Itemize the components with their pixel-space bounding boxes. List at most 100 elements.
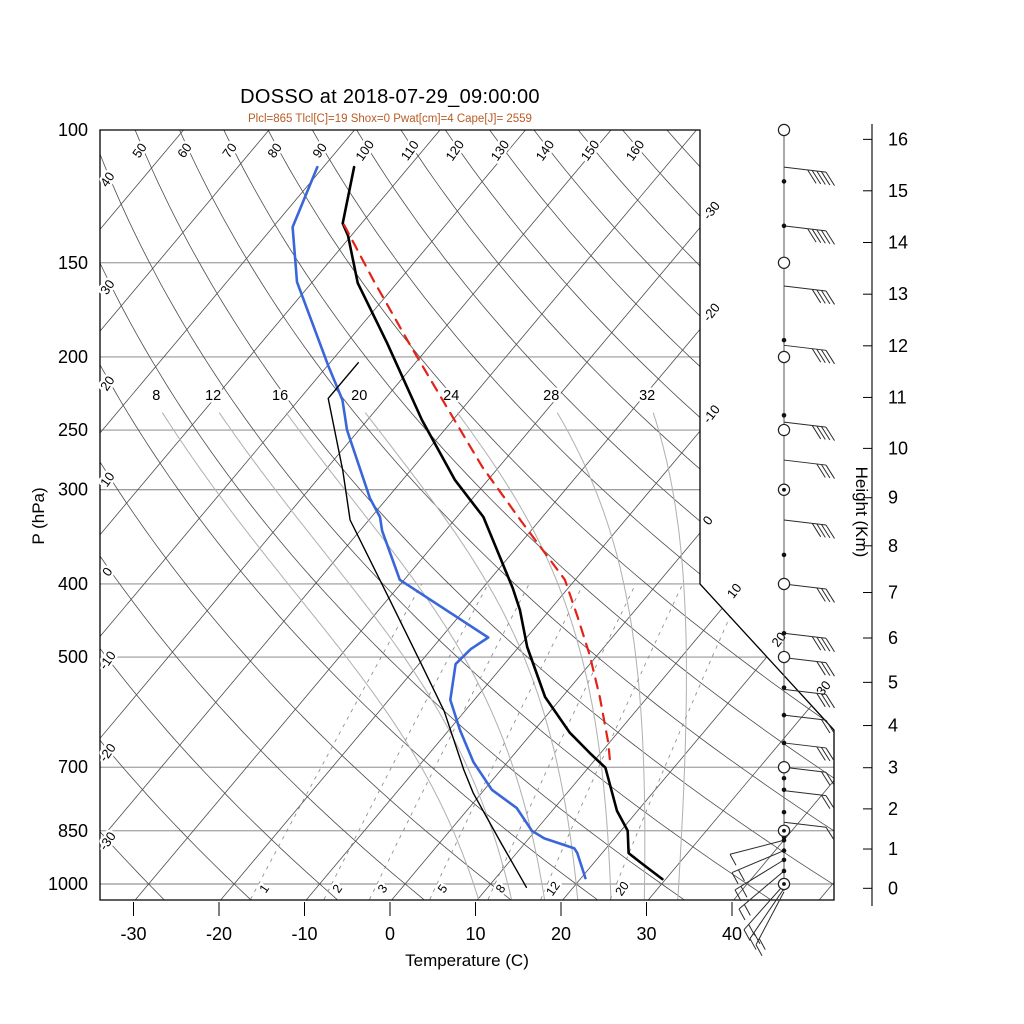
pressure-tick-label: 100 <box>58 120 88 140</box>
line-label: 20 <box>768 629 789 650</box>
sounding-curves <box>291 165 664 888</box>
wind-barb <box>783 459 835 479</box>
height-tick-label: 2 <box>888 799 898 819</box>
line-label: 12 <box>543 879 562 898</box>
page-title: DOSSO at 2018-07-29_09:00:00 <box>240 86 540 108</box>
line-label: 0 <box>700 513 716 528</box>
pressure-grid-lines <box>100 130 834 885</box>
moist-adiabat-label: 32 <box>639 388 655 404</box>
wind-barb-surface <box>749 888 785 950</box>
line-label: 60 <box>174 140 195 160</box>
height-tick-label: 4 <box>888 716 898 736</box>
axes: P (hPa) Temperature (C) Height (Km) 1001… <box>29 120 908 970</box>
temperature-tick-label: 0 <box>385 924 395 944</box>
height-tick-label: 13 <box>888 284 908 304</box>
aux_thin_black_curve-curve <box>327 362 528 888</box>
line-label: -10 <box>700 402 723 426</box>
wind-barb <box>783 657 835 677</box>
mixing-ratio-lines <box>250 583 745 900</box>
pressure-tick-label: 400 <box>58 574 88 594</box>
wind-barb <box>783 421 835 441</box>
dewpoint-curve <box>291 165 587 880</box>
wind-barb <box>783 225 835 245</box>
wind-barb <box>783 766 835 786</box>
wind-barb-surface <box>734 859 785 902</box>
wind-barb <box>783 285 835 305</box>
line-label: 140 <box>533 137 558 163</box>
wind-barb <box>783 688 835 709</box>
line-label: 150 <box>578 137 603 163</box>
wind-barb <box>783 714 835 734</box>
height-tick-label: 1 <box>888 839 898 859</box>
pressure-tick-label: 1000 <box>48 874 88 894</box>
pressure-tick-label: 250 <box>58 420 88 440</box>
line-label: 120 <box>442 137 467 163</box>
temperature-curve <box>341 165 664 881</box>
wind-barb <box>783 632 835 653</box>
line-label: 130 <box>487 137 512 163</box>
moist-adiabat-lines <box>161 412 687 900</box>
moist-adiabat-label: 28 <box>543 388 559 404</box>
moist-adiabat-label: 20 <box>351 388 367 404</box>
height-tick-label: 3 <box>888 758 898 778</box>
line-label: 10 <box>724 580 745 601</box>
wind-barb <box>783 166 835 186</box>
wind-barb <box>783 583 835 603</box>
wind-barb-surface <box>731 850 785 884</box>
height-tick-label: 9 <box>888 488 898 508</box>
temperature-tick-label: 40 <box>722 924 742 944</box>
line-label: 90 <box>309 140 330 160</box>
temperature-tick-label: -30 <box>120 924 146 944</box>
height-axis-title: Height (Km) <box>852 467 871 558</box>
sounding-parameters-subtitle: Plcl=865 Tlcl[C]=19 Shox=0 Pwat[cm]=4 Ca… <box>248 113 532 125</box>
height-tick-label: 8 <box>888 536 898 556</box>
temperature-tick-label: 20 <box>551 924 571 944</box>
line-label: 160 <box>623 137 648 163</box>
pressure-tick-label: 850 <box>58 821 88 841</box>
line-label: 110 <box>398 138 422 164</box>
height-tick-label: 5 <box>888 672 898 692</box>
height-tick-label: 0 <box>888 878 898 898</box>
height-tick-label: 7 <box>888 583 898 603</box>
temperature-tick-label: 10 <box>465 924 485 944</box>
height-tick-label: 14 <box>888 233 908 253</box>
line-label: -20 <box>96 741 119 765</box>
height-tick-label: 16 <box>888 129 908 149</box>
temperature-tick-label: -20 <box>206 924 232 944</box>
moist-adiabat-label: 24 <box>443 388 459 404</box>
pressure-axis-title: P (hPa) <box>29 487 48 544</box>
background-line-labels: 50 60 70 80 90 100 110 120 130 140 150 160403020100… <box>93 135 836 901</box>
line-label: -30 <box>700 198 723 222</box>
wind-barb-surface <box>755 891 785 957</box>
height-tick-label: 6 <box>888 628 898 648</box>
temperature-axis-title: Temperature (C) <box>405 951 529 970</box>
wind-barb <box>783 790 835 810</box>
temperature-tick-label: 30 <box>636 924 656 944</box>
parcel_path-curve <box>343 223 612 767</box>
pressure-tick-label: 200 <box>58 347 88 367</box>
height-tick-label: 12 <box>888 336 908 356</box>
pressure-tick-label: 150 <box>58 253 88 273</box>
height-tick-label: 15 <box>888 181 908 201</box>
pressure-axis-labels: 100 150 200 250 300 400 500 700 850 1000 <box>48 120 88 894</box>
line-label: -20 <box>700 300 723 324</box>
wind-barb <box>783 742 835 762</box>
line-label: 20 <box>612 879 631 898</box>
height-tick-label: 11 <box>888 387 907 407</box>
wind-barb <box>783 344 835 365</box>
plot-border <box>99 129 835 901</box>
pressure-tick-label: 300 <box>58 480 88 500</box>
temperature-tick-label: -10 <box>291 924 317 944</box>
wind-barb-surface <box>738 870 785 921</box>
wind-barb <box>783 519 835 539</box>
line-label: 70 <box>219 140 240 160</box>
temperature-axis-labels: -30 -20 -10 0 10 20 30 40 <box>120 902 742 944</box>
moist-adiabat-label: 12 <box>205 388 221 404</box>
line-label: 30 <box>813 678 834 699</box>
height-tick-label: 10 <box>888 438 908 458</box>
pressure-tick-label: 700 <box>58 757 88 777</box>
line-label: 80 <box>264 140 285 160</box>
